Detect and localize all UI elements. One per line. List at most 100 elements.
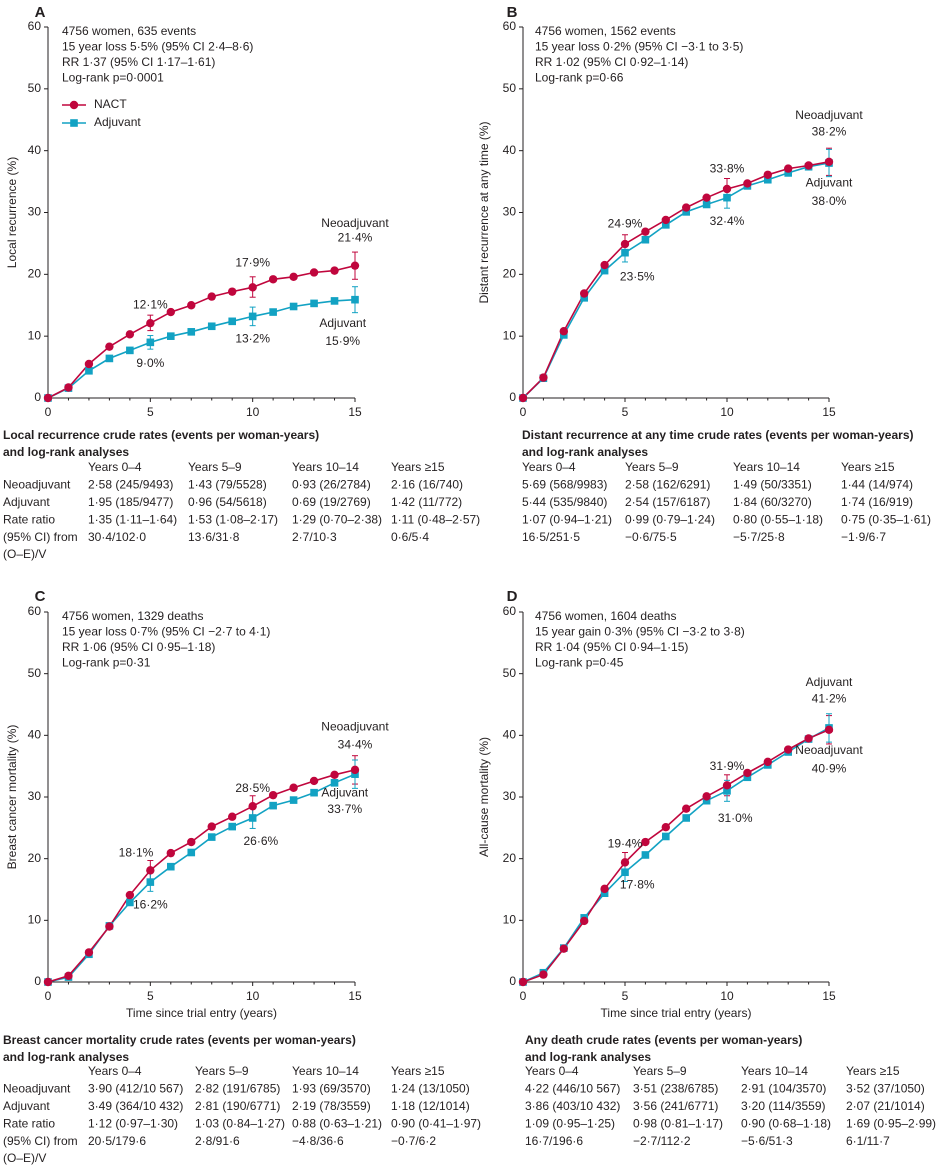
data-point-adjuvant (105, 354, 114, 363)
table-title: Any death crude rates (events per woman-… (525, 1033, 802, 1047)
table-column-header: Years 10–14 (292, 1064, 359, 1078)
data-label: 34·4% (338, 737, 373, 751)
y-tick-label: 0 (509, 974, 516, 988)
data-label: 15·9% (325, 334, 360, 348)
data-point-adjuvant (682, 814, 690, 822)
panel-D: D 0 10 20 30 40 50 60 0 5 10 15 All-cause mortality … (477, 588, 863, 1020)
table-column-header: Years 10–14 (733, 460, 800, 474)
summary-line: 15 year loss 0·2% (95% CI −3·1 to 3·5) (535, 40, 743, 54)
table-cell: −1·9/6·7 (841, 530, 886, 544)
data-label: 32·4% (710, 214, 745, 228)
table-column-header: Years 10–14 (292, 460, 359, 474)
data-point-adjuvant (600, 266, 609, 275)
data-point-adjuvant (126, 346, 134, 355)
table-column-header: Years ≥15 (391, 1064, 445, 1078)
summary-line: RR 1·02 (95% CI 0·92–1·14) (535, 55, 688, 69)
table-cell: 20·5/179·6 (88, 1134, 146, 1148)
table-cell: 1·35 (1·11–1·64) (88, 512, 177, 526)
data-point-neoadjuvant (518, 977, 528, 987)
y-axis-title: Distant recurrence at any time (%) (477, 121, 491, 303)
data-point-neoadjuvant (661, 823, 670, 832)
data-point-neoadjuvant (207, 292, 216, 301)
table-cell: −5·6/51·3 (741, 1134, 793, 1148)
series-line-adjuvant (47, 298, 356, 399)
data-point-neoadjuvant (309, 776, 319, 786)
table-cell: Adjuvant (3, 495, 50, 509)
data-label: 12·1% (133, 297, 168, 311)
summary-line: 4756 women, 1604 deaths (535, 609, 676, 623)
data-label: Adjuvant (321, 785, 368, 799)
data-point-adjuvant (167, 862, 175, 871)
data-point-neoadjuvant (228, 812, 237, 821)
table-column-header: Years 5–9 (625, 460, 679, 474)
table-A-table: Local recurrence crude rates (events per… (3, 428, 480, 561)
table-column-header: Years 10–14 (741, 1064, 808, 1078)
data-point-neoadjuvant (84, 948, 94, 957)
x-tick-label: 5 (622, 405, 629, 419)
table-cell: 1·03 (0·84–1·27) (195, 1116, 285, 1130)
data-point-adjuvant (600, 889, 609, 897)
table-cell: 1·43 (79/5528) (188, 478, 267, 492)
data-point-adjuvant (187, 848, 196, 857)
data-point-neoadjuvant (559, 944, 568, 953)
table-column-header: Years ≥15 (846, 1064, 900, 1078)
data-point-adjuvant (269, 308, 277, 316)
data-label: 38·0% (812, 194, 847, 208)
data-point-adjuvant (784, 169, 792, 177)
data-point-neoadjuvant (702, 193, 711, 202)
data-point-adjuvant (330, 779, 339, 787)
table-cell: 0·93 (26/2784) (292, 478, 371, 492)
data-point-neoadjuvant (43, 977, 53, 987)
table-cell: −5·7/25·8 (733, 530, 785, 544)
data-point-neoadjuvant (289, 783, 298, 792)
data-label: 38·2% (812, 124, 847, 138)
table-cell: 1·12 (0·97–1·30) (88, 1116, 178, 1130)
x-axis-title: Time since trial entry (years) (126, 1006, 277, 1020)
table-cell: 0·75 (0·35–1·61) (841, 512, 931, 526)
table-cell: 2·91 (104/3570) (741, 1082, 826, 1096)
table-cell: 3·90 (412/10 567) (88, 1082, 183, 1096)
table-cell: 0·69 (19/2769) (292, 495, 371, 509)
data-point-neoadjuvant (289, 272, 298, 282)
x-tick-label: 10 (720, 405, 734, 419)
data-point-adjuvant (641, 851, 650, 859)
table-title: and log-rank analyses (522, 445, 648, 459)
table-cell: 1·84 (60/3270) (733, 495, 812, 509)
y-tick-label: 20 (28, 851, 42, 865)
table-cell: 0·6/5·4 (391, 530, 429, 544)
table-B-table: Distant recurrence at any time crude rat… (522, 428, 931, 544)
summary-line: 4756 women, 1329 deaths (62, 609, 203, 623)
table-cell: 2·16 (16/740) (391, 478, 463, 492)
data-label: Neoadjuvant (795, 108, 863, 122)
x-tick-label: 15 (822, 405, 836, 419)
table-cell: −2·7/112·2 (633, 1134, 691, 1148)
data-point-neoadjuvant (350, 765, 360, 775)
data-point-adjuvant (269, 801, 277, 810)
data-point-neoadjuvant (166, 848, 175, 858)
data-point-neoadjuvant (539, 373, 548, 382)
table-title: and log-rank analyses (3, 1050, 129, 1064)
table-cell: 16·7/196·6 (525, 1134, 583, 1148)
data-point-adjuvant (682, 208, 690, 216)
data-point-neoadjuvant (722, 184, 732, 194)
series-line-neoadjuvant (47, 769, 356, 983)
data-point-neoadjuvant (743, 179, 752, 188)
table-cell: 1·93 (69/3570) (292, 1082, 371, 1096)
x-tick-label: 15 (348, 405, 362, 419)
table-cell: 1·42 (11/772) (391, 495, 462, 509)
data-point-adjuvant (641, 235, 650, 244)
data-point-neoadjuvant (125, 330, 135, 339)
y-axis-title: All-cause mortality (%) (477, 737, 491, 857)
table-cell: 3·51 (238/6785) (633, 1082, 718, 1096)
data-point-adjuvant (723, 193, 731, 202)
data-point-adjuvant (662, 832, 670, 841)
data-label: 40·9% (812, 761, 847, 775)
data-point-neoadjuvant (309, 268, 319, 277)
data-label: 13·2% (235, 331, 270, 345)
data-label: 16·2% (133, 898, 168, 912)
panel-letter: B (507, 4, 518, 21)
data-label: 9·0% (136, 356, 164, 370)
table-cell: 1·29 (0·70–2·38) (292, 512, 382, 526)
data-point-neoadjuvant (166, 307, 175, 317)
